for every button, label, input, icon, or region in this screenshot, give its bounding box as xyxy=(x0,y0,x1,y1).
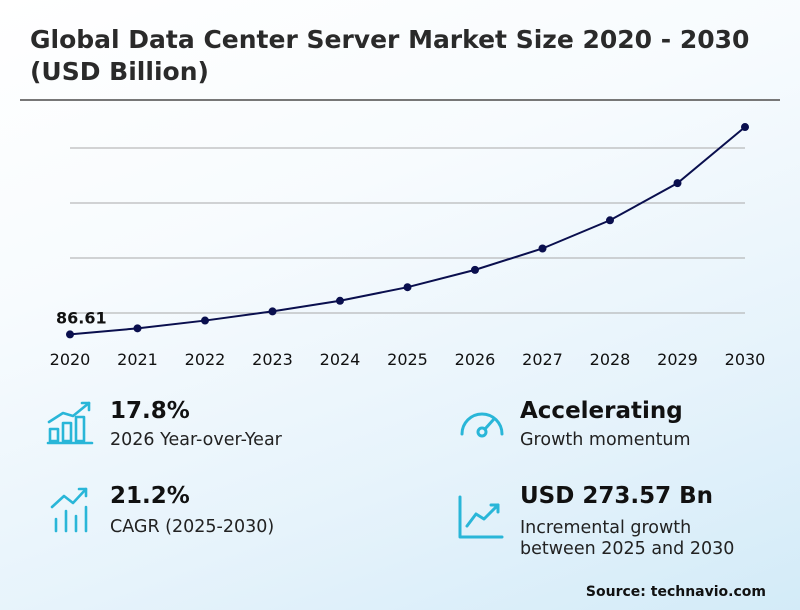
speedometer-icon xyxy=(460,412,504,438)
stat-momentum: Accelerating Growth momentum xyxy=(456,398,786,458)
stat-yoy: 17.8% 2026 Year-over-Year xyxy=(46,398,376,458)
stat-value: USD 273.57 Bn xyxy=(520,483,714,509)
data-point xyxy=(66,330,74,339)
data-point xyxy=(403,283,412,292)
title-divider xyxy=(20,99,780,101)
data-point xyxy=(336,296,344,305)
series-line xyxy=(69,126,746,336)
trend-bars-icon xyxy=(50,487,88,533)
data-label: 86.61 xyxy=(56,308,107,327)
data-point xyxy=(673,179,682,188)
stat-incremental: USD 273.57 Bn Incremental growth between… xyxy=(456,483,786,563)
x-tick-label: 2023 xyxy=(252,350,293,369)
x-tick-label: 2021 xyxy=(117,350,158,369)
stat-desc-line2: between 2025 and 2030 xyxy=(520,539,735,559)
x-axis-ticks: 2020 2021 2022 2023 2024 2025 2026 2027 2028 2029… xyxy=(50,350,766,369)
x-tick-label: 2029 xyxy=(657,350,698,369)
line-chart: 86.61 2020 2021 2022 2023 2024 2025 2026 2027 20… xyxy=(50,123,766,369)
data-point xyxy=(538,244,547,253)
data-point xyxy=(606,216,614,225)
x-tick-label: 2020 xyxy=(50,350,91,369)
line-chart-up-icon xyxy=(458,495,504,539)
points-layer xyxy=(66,123,749,339)
stat-desc: 2026 Year-over-Year xyxy=(110,430,282,450)
series-layer xyxy=(69,126,746,336)
stat-value: 17.8% xyxy=(110,398,190,424)
x-tick-label: 2027 xyxy=(522,350,563,369)
data-point xyxy=(471,265,479,274)
data-point xyxy=(201,316,209,325)
stat-value: 21.2% xyxy=(110,483,190,509)
stat-desc: Growth momentum xyxy=(520,430,691,450)
x-tick-label: 2025 xyxy=(387,350,428,369)
x-tick-label: 2024 xyxy=(320,350,361,369)
stat-desc-line1: Incremental growth xyxy=(520,518,692,538)
labels-layer: 86.61 xyxy=(56,308,107,327)
source-credit: Source: technavio.com xyxy=(585,584,766,600)
bar-chart-growth-icon xyxy=(46,401,94,445)
data-point xyxy=(741,123,749,132)
stat-cagr: 21.2% CAGR (2025-2030) xyxy=(46,483,376,543)
grid-layer xyxy=(70,147,745,314)
x-tick-label: 2030 xyxy=(725,350,766,369)
stat-desc: CAGR (2025-2030) xyxy=(110,517,275,537)
x-tick-label: 2026 xyxy=(455,350,496,369)
stat-value: Accelerating xyxy=(520,398,683,424)
chart-title: Global Data Center Server Market Size 20… xyxy=(30,25,750,86)
data-point xyxy=(268,307,277,316)
x-tick-label: 2022 xyxy=(185,350,226,369)
data-point xyxy=(133,324,142,333)
x-tick-label: 2028 xyxy=(590,350,631,369)
